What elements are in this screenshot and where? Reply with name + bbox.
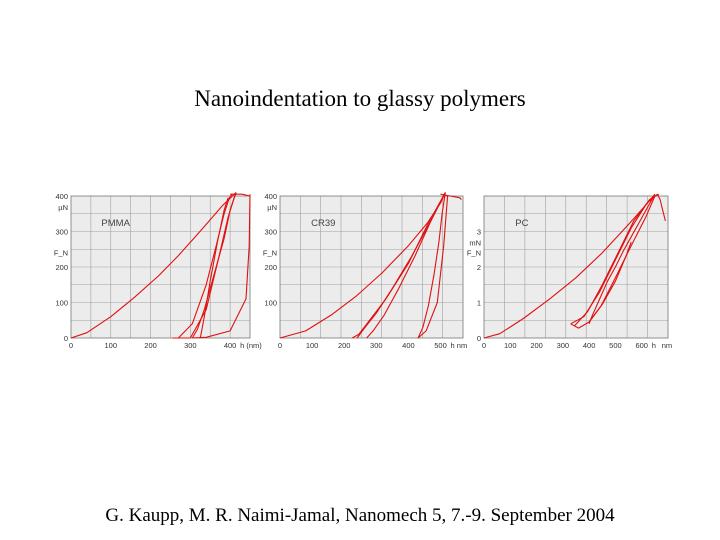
- chart-pc: 0 100 200 300 400 500 600 h nm 0 1 2 3 mNF_N PC: [467, 193, 672, 350]
- x-tick-label: 100: [306, 341, 319, 350]
- x-tick-label: 300: [370, 341, 383, 350]
- y-tick-label: 100: [55, 299, 68, 308]
- x-tick-label: 500: [434, 341, 447, 350]
- x-tick-label: 300: [557, 341, 570, 350]
- y-tick-label: 2: [477, 263, 481, 272]
- y-tick-label: 200: [264, 263, 277, 272]
- curve-2: [417, 192, 446, 339]
- citation: G. Kaupp, M. R. Naimi-Jamal, Nanomech 5,…: [105, 505, 615, 526]
- y-tick-label: 200: [55, 263, 68, 272]
- curve-5: [366, 192, 446, 339]
- x-tick-label: 500: [609, 341, 622, 350]
- plot-frame: [483, 195, 669, 339]
- x-axis-label: h: [652, 341, 656, 350]
- y-axis-unit: µN: [267, 203, 277, 212]
- x-tick-label: 400: [583, 341, 596, 350]
- x-tick-label: 100: [504, 341, 517, 350]
- curve-7: [657, 193, 666, 222]
- x-tick-label: 200: [144, 341, 157, 350]
- panel-title: PMMA: [101, 218, 130, 229]
- panel-title: PC: [515, 218, 528, 229]
- y-axis-label: F_N: [467, 249, 481, 258]
- page-title: Nanoindentation to glassy polymers: [194, 86, 526, 111]
- y-tick-label: 3: [477, 228, 481, 237]
- y-tick-label: 1: [477, 299, 481, 308]
- plot-frame: [70, 195, 251, 339]
- x-tick-label: 200: [530, 341, 543, 350]
- chart-pmma: 0 100 200 300 400 h (nm)0100200300400µNF_NPMM…: [54, 192, 262, 350]
- curve-1: [70, 192, 237, 339]
- x-tick-label: 0: [482, 341, 486, 350]
- x-axis-label: h nm: [451, 341, 468, 350]
- x-tick-label: 400: [402, 341, 415, 350]
- curve-4: [574, 193, 660, 326]
- y-tick-label: 300: [55, 228, 68, 237]
- y-tick-label: 0: [64, 334, 68, 343]
- curve-7: [230, 193, 251, 197]
- x-tick-label: 300: [184, 341, 197, 350]
- y-axis-label: F_N: [263, 249, 277, 258]
- y-axis-label: F_N: [54, 249, 68, 258]
- x-tick-label: 100: [105, 341, 118, 350]
- curve-2: [588, 193, 656, 324]
- curve-7: [440, 193, 462, 200]
- y-tick-label: 300: [264, 228, 277, 237]
- y-tick-label: 100: [264, 299, 277, 308]
- y-tick-label: 0: [477, 334, 481, 343]
- curve-6: [192, 194, 251, 339]
- x-tick-label: 0: [69, 341, 73, 350]
- x-tick-label: 400: [224, 341, 237, 350]
- plot-frame: [279, 195, 464, 339]
- panel-title: CR39: [311, 218, 335, 229]
- x-axis-label: h (nm): [240, 341, 262, 350]
- y-axis-unit: mN: [469, 239, 481, 248]
- curve-6: [417, 195, 449, 339]
- curve-6: [570, 241, 632, 329]
- y-tick-label: 400: [55, 192, 68, 201]
- curve-5: [199, 197, 229, 339]
- curve-1: [483, 193, 656, 339]
- x-tick-label: 0: [278, 341, 282, 350]
- y-axis-unit: µN: [58, 203, 68, 212]
- curve-3: [172, 192, 237, 339]
- chart-cr39: 0 100 200 300 400 500 h nm 100 200 300 400 µN F_N CR3…: [263, 192, 468, 350]
- x-axis-unit: nm: [662, 341, 672, 350]
- x-tick-label: 600: [635, 341, 648, 350]
- x-tick-label: 200: [338, 341, 351, 350]
- y-tick-label: 400: [264, 192, 277, 201]
